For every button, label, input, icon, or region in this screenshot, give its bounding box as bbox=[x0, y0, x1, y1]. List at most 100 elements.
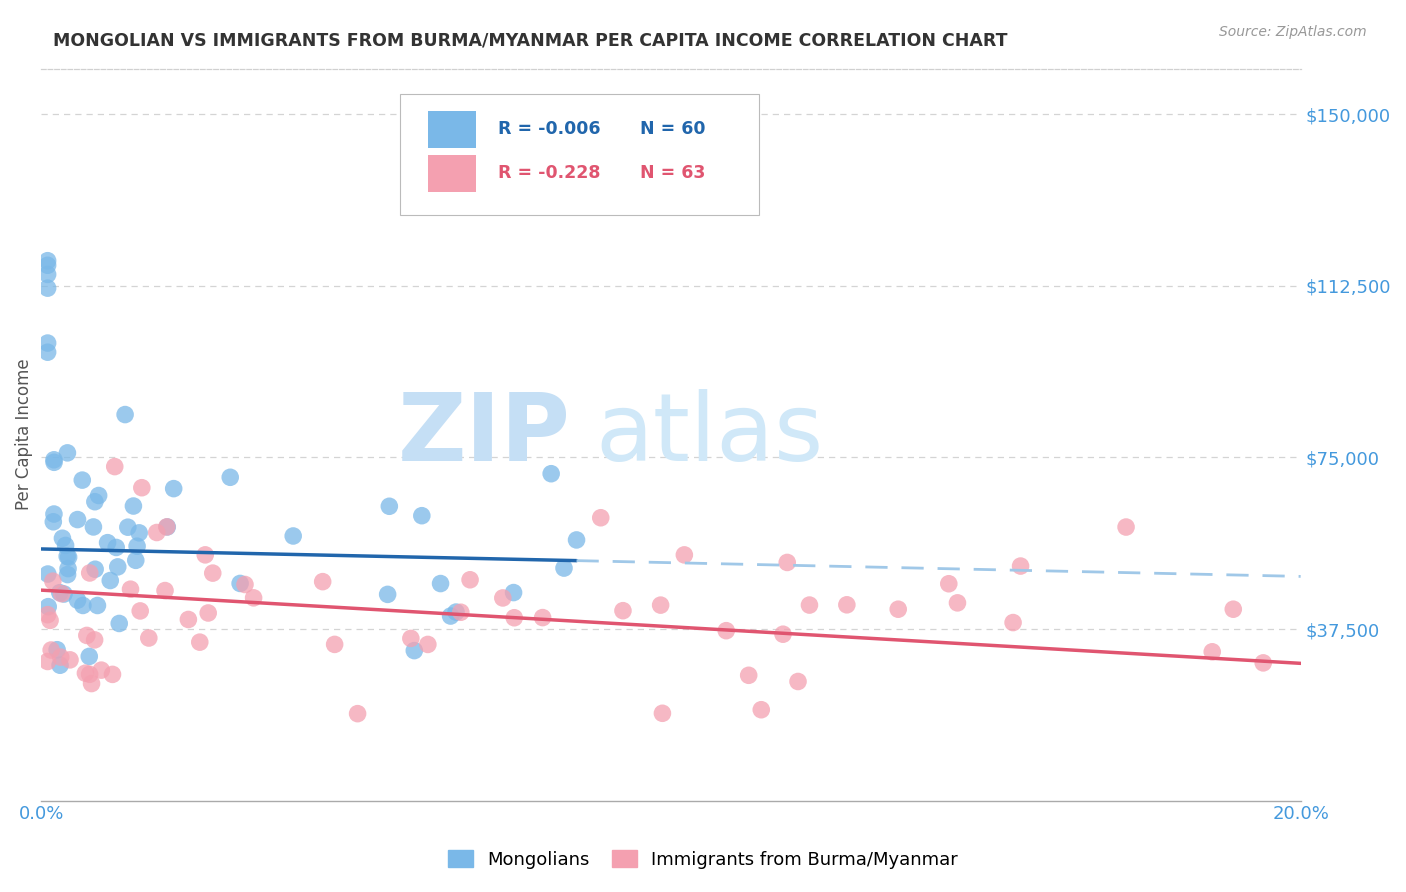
Point bbox=[887, 602, 910, 616]
Point bbox=[46, 642, 69, 657]
Point bbox=[163, 482, 186, 496]
Point bbox=[120, 582, 142, 597]
Text: R = -0.006: R = -0.006 bbox=[499, 120, 600, 138]
Point bbox=[503, 611, 526, 625]
Legend: Mongolians, Immigrants from Burma/Myanmar: Mongolians, Immigrants from Burma/Myanma… bbox=[440, 843, 966, 876]
Point bbox=[1115, 520, 1137, 534]
Point bbox=[80, 676, 103, 690]
Point bbox=[177, 612, 200, 626]
Point bbox=[76, 628, 98, 642]
Point bbox=[716, 624, 738, 638]
Point bbox=[37, 599, 59, 614]
FancyBboxPatch shape bbox=[427, 155, 475, 192]
Point bbox=[86, 599, 108, 613]
Point bbox=[37, 268, 59, 282]
Point bbox=[72, 599, 94, 613]
Point bbox=[49, 658, 72, 673]
Point bbox=[201, 566, 224, 581]
Point bbox=[450, 605, 472, 619]
Point bbox=[51, 531, 73, 545]
Point bbox=[56, 567, 79, 582]
Point bbox=[49, 650, 72, 665]
Point bbox=[323, 637, 346, 651]
Point bbox=[114, 408, 136, 422]
Point bbox=[84, 562, 107, 576]
Point bbox=[1002, 615, 1025, 630]
Point bbox=[79, 667, 101, 681]
FancyBboxPatch shape bbox=[427, 111, 475, 147]
Point bbox=[66, 512, 89, 526]
Point bbox=[37, 253, 59, 268]
Point bbox=[938, 576, 960, 591]
Point bbox=[188, 635, 211, 649]
Point bbox=[37, 258, 59, 272]
Point bbox=[197, 606, 219, 620]
Point bbox=[56, 561, 79, 575]
Point bbox=[650, 598, 672, 612]
Point bbox=[117, 520, 139, 534]
Point bbox=[1201, 645, 1223, 659]
Point bbox=[98, 574, 121, 588]
Point bbox=[429, 576, 451, 591]
Point bbox=[97, 535, 120, 549]
Text: Source: ZipAtlas.com: Source: ZipAtlas.com bbox=[1219, 25, 1367, 39]
Point bbox=[242, 591, 264, 605]
Point bbox=[56, 446, 79, 460]
Point bbox=[233, 577, 256, 591]
Point bbox=[565, 533, 588, 547]
Point bbox=[738, 668, 761, 682]
Point bbox=[82, 520, 104, 534]
Text: ZIP: ZIP bbox=[398, 389, 571, 481]
Point bbox=[37, 345, 59, 359]
Point bbox=[1251, 656, 1274, 670]
Point bbox=[458, 573, 481, 587]
Point bbox=[312, 574, 335, 589]
Point bbox=[49, 585, 72, 599]
Point bbox=[131, 481, 153, 495]
Point bbox=[502, 585, 524, 599]
Point bbox=[799, 598, 821, 612]
Point bbox=[1222, 602, 1244, 616]
Point bbox=[108, 616, 131, 631]
Point bbox=[229, 576, 252, 591]
Point bbox=[125, 553, 148, 567]
FancyBboxPatch shape bbox=[401, 95, 759, 215]
Point bbox=[58, 550, 80, 565]
Point bbox=[749, 703, 772, 717]
Point bbox=[42, 515, 65, 529]
Point bbox=[416, 637, 439, 651]
Point bbox=[377, 587, 399, 601]
Point bbox=[37, 281, 59, 295]
Point bbox=[946, 596, 969, 610]
Text: MONGOLIAN VS IMMIGRANTS FROM BURMA/MYANMAR PER CAPITA INCOME CORRELATION CHART: MONGOLIAN VS IMMIGRANTS FROM BURMA/MYANM… bbox=[53, 31, 1008, 49]
Point bbox=[66, 593, 89, 607]
Point bbox=[79, 566, 101, 580]
Point bbox=[283, 529, 305, 543]
Point bbox=[39, 613, 62, 627]
Point bbox=[138, 631, 160, 645]
Point bbox=[42, 507, 65, 521]
Point bbox=[531, 610, 554, 624]
Point bbox=[612, 604, 634, 618]
Point bbox=[673, 548, 696, 562]
Point bbox=[53, 587, 76, 601]
Point bbox=[156, 520, 179, 534]
Point bbox=[104, 459, 127, 474]
Point bbox=[219, 470, 242, 484]
Point bbox=[492, 591, 515, 605]
Point bbox=[378, 500, 401, 514]
Text: N = 63: N = 63 bbox=[640, 164, 704, 182]
Point bbox=[444, 605, 467, 619]
Point bbox=[39, 643, 62, 657]
Point bbox=[51, 587, 73, 601]
Point bbox=[194, 548, 217, 562]
Point bbox=[122, 499, 145, 513]
Point bbox=[107, 560, 129, 574]
Point bbox=[42, 455, 65, 469]
Y-axis label: Per Capita Income: Per Capita Income bbox=[15, 359, 32, 510]
Point bbox=[37, 607, 59, 622]
Point bbox=[540, 467, 562, 481]
Point bbox=[42, 452, 65, 467]
Point bbox=[75, 666, 97, 681]
Point bbox=[56, 549, 79, 564]
